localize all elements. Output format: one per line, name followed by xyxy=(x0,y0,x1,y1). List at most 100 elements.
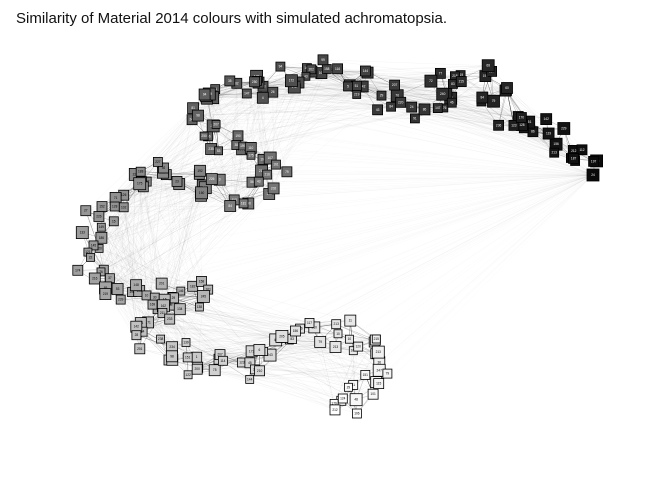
colour-node: 10 xyxy=(333,329,343,339)
colour-node: 114 xyxy=(217,355,228,366)
similarity-edge xyxy=(365,70,499,126)
colour-node-label: 112 xyxy=(579,148,584,152)
colour-node-box xyxy=(436,87,450,101)
colour-node-label: 162 xyxy=(319,71,325,75)
similarity-edge xyxy=(322,59,594,176)
similarity-edge xyxy=(192,74,461,120)
similarity-edge xyxy=(123,174,200,208)
similarity-edge xyxy=(298,82,508,92)
colour-node: 151 xyxy=(182,352,193,363)
similarity-edge xyxy=(115,185,203,199)
similarity-edge xyxy=(275,164,594,176)
colour-node: 15 xyxy=(108,216,119,227)
similarity-edge xyxy=(131,174,136,293)
similarity-edge xyxy=(136,174,594,327)
colour-node: 213 xyxy=(549,147,560,158)
colour-node-box xyxy=(446,97,457,108)
similarity-edge xyxy=(148,322,215,371)
colour-node: 213 xyxy=(331,319,342,330)
colour-node: 79 xyxy=(314,335,327,348)
similarity-edge xyxy=(272,92,594,176)
similarity-edge xyxy=(159,174,594,308)
colour-node-box xyxy=(267,182,280,195)
similarity-edge xyxy=(179,309,282,337)
colour-node-box xyxy=(329,404,341,416)
colour-node-box xyxy=(158,162,169,174)
colour-node: 147 xyxy=(432,103,443,113)
colour-node: 156 xyxy=(289,325,301,337)
similarity-edge xyxy=(101,174,594,207)
similarity-edge xyxy=(333,338,377,404)
similarity-edge xyxy=(209,93,398,96)
similarity-edge xyxy=(314,174,594,328)
similarity-edge xyxy=(275,339,343,399)
similarity-edge xyxy=(212,97,594,176)
colour-node-label: 117 xyxy=(307,321,312,325)
similarity-edge xyxy=(109,183,140,279)
similarity-edge xyxy=(140,171,594,176)
similarity-edge xyxy=(256,80,357,87)
colour-node: 152 xyxy=(96,201,108,213)
similarity-edge xyxy=(270,157,594,176)
colour-node: 250 xyxy=(199,131,209,141)
colour-node: 68 xyxy=(481,59,495,73)
similarity-edge xyxy=(123,195,181,292)
similarity-edge xyxy=(164,185,203,302)
similarity-edge xyxy=(270,94,357,159)
similarity-edge xyxy=(113,221,220,360)
similarity-edge xyxy=(123,174,594,208)
colour-node-box xyxy=(332,63,344,75)
colour-node-box xyxy=(96,267,106,277)
similarity-edge xyxy=(103,182,253,270)
colour-node: 26 xyxy=(267,86,279,98)
colour-node-box xyxy=(254,365,266,377)
similarity-edge xyxy=(254,353,376,370)
colour-node-label: 56 xyxy=(250,180,254,184)
colour-node-box xyxy=(301,71,311,81)
similarity-edge xyxy=(109,278,193,287)
similarity-edge xyxy=(120,170,262,300)
colour-node-label: 144 xyxy=(247,377,253,381)
similarity-edge xyxy=(237,84,395,136)
similarity-edge xyxy=(136,335,252,352)
similarity-edge xyxy=(326,68,415,119)
similarity-edge xyxy=(201,171,287,193)
similarity-edge xyxy=(105,144,237,289)
colour-node-box xyxy=(86,252,95,262)
similarity-edge xyxy=(335,174,594,348)
colour-node-label: 138 xyxy=(197,305,203,309)
colour-node: 216 xyxy=(262,169,273,180)
colour-node-label: 122 xyxy=(185,373,191,377)
similarity-edge xyxy=(100,170,262,273)
colour-node-box xyxy=(194,302,204,312)
similarity-edge xyxy=(259,327,315,371)
colour-node-box xyxy=(224,200,237,212)
colour-node-label: 123 xyxy=(239,361,245,365)
similarity-edge xyxy=(185,342,336,411)
similarity-edge xyxy=(197,102,401,116)
similarity-edge xyxy=(140,174,594,324)
colour-node-label: 240 xyxy=(440,92,446,96)
similarity-edge xyxy=(101,206,118,290)
similarity-edge xyxy=(506,90,515,126)
colour-node-label: 245 xyxy=(201,294,207,298)
colour-node: 142 xyxy=(540,113,553,125)
similarity-edge xyxy=(136,174,594,286)
similarity-edge xyxy=(241,109,378,150)
colour-node: 4 xyxy=(256,91,269,104)
similarity-edge xyxy=(166,136,209,175)
similarity-edge xyxy=(164,192,202,302)
colour-node-box xyxy=(367,388,379,400)
colour-node-label: 98 xyxy=(196,114,200,118)
similarity-edge xyxy=(203,296,336,348)
similarity-edge xyxy=(136,335,173,348)
similarity-edge xyxy=(99,178,212,249)
similarity-edge xyxy=(115,197,161,340)
similarity-edge xyxy=(120,195,124,300)
node-layer: 2414519782862121121871562292131423811986… xyxy=(72,54,603,419)
colour-node-label: 113 xyxy=(232,198,237,202)
colour-node-box xyxy=(244,357,256,369)
similarity-edge xyxy=(100,167,164,272)
colour-node: 35 xyxy=(224,75,236,87)
similarity-edge xyxy=(101,206,188,358)
